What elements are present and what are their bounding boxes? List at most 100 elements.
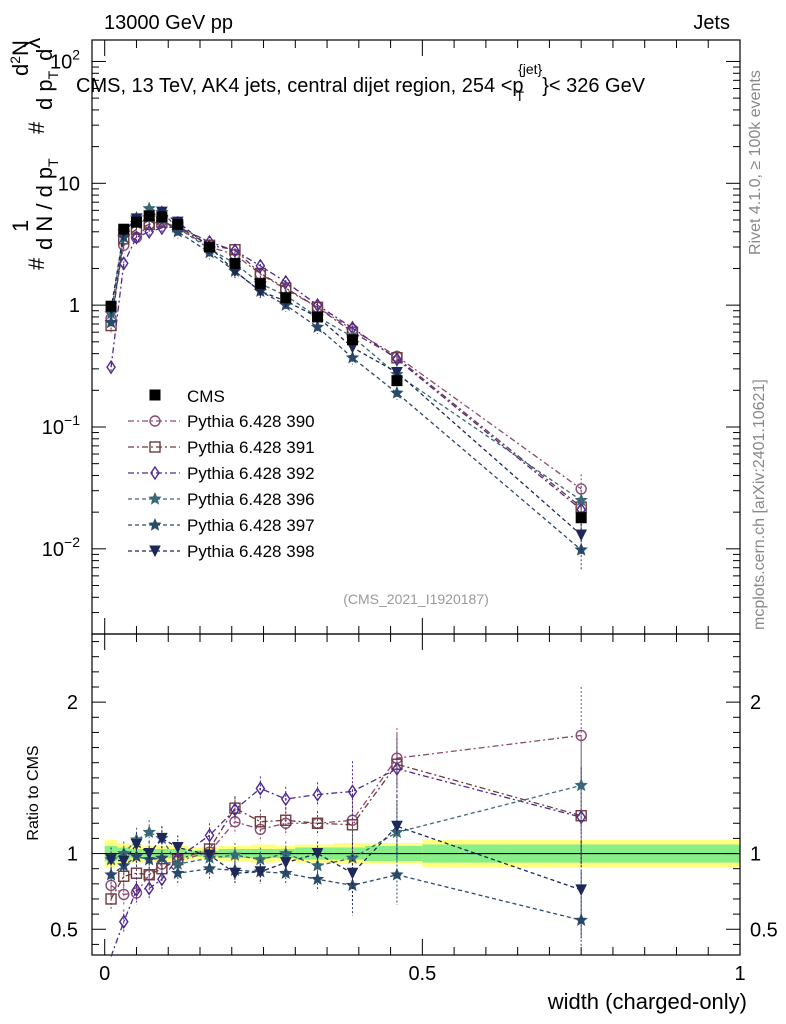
ratio-series-line-2 [110, 768, 582, 957]
cms-data-point-9 [280, 292, 292, 304]
ratio-ytick-label-left-2: 2 [67, 692, 78, 714]
main-ytick-base: 10 [42, 539, 64, 561]
main-ytick-exponent: −2 [64, 534, 80, 550]
ratio-point-2-6 [204, 828, 215, 843]
ratio-ytick-label-right-1: 1 [750, 844, 761, 866]
legend-label-4: Pythia 6.428 397 [187, 516, 315, 535]
legend-cms-marker [149, 389, 161, 401]
legend-label-5: Pythia 6.428 398 [187, 542, 315, 561]
cms-data-point-12 [391, 375, 403, 387]
main-series-layer [104, 201, 588, 571]
main-point-2-0 [106, 359, 116, 375]
mcplots-label: mcplots.cern.ch [arXiv:2401.10621] [751, 379, 768, 630]
main-point-2-1 [118, 256, 129, 271]
main-title: CMS, 13 TeV, AK4 jets, central dijet reg… [76, 61, 646, 104]
main-series-line-2 [110, 226, 582, 511]
ratio-ytick-label-right-2: 2 [750, 692, 761, 714]
ratio-point-5-3 [143, 848, 155, 860]
main-ytick-base: 10 [50, 51, 72, 73]
main-point-2-12 [392, 351, 402, 367]
ratio-point-2-4 [157, 872, 167, 887]
ratio-point-5-8 [254, 866, 267, 878]
x-tick-label-2: 1 [734, 963, 745, 985]
ratio-point-4-4 [155, 851, 169, 864]
main-ytick-label-3: 10 [58, 173, 80, 195]
main-ytick-label-4: 102 [50, 46, 80, 73]
ratio-point-4-6 [202, 861, 217, 875]
ratio-ytick-label-right-0: 0.5 [750, 919, 778, 941]
ratio-point-5-0 [105, 854, 117, 866]
ylabel-dpt: d p [32, 79, 57, 110]
cms-data-point-13 [575, 512, 587, 524]
category-label: Jets [693, 12, 730, 34]
cms-data-point-2 [130, 216, 142, 228]
legend-marker-5 [149, 545, 161, 558]
ratio-point-5-5 [171, 841, 184, 854]
ratio-point-2-13 [576, 809, 587, 825]
cms-data-point-10 [312, 311, 324, 323]
main-point-2-9 [280, 274, 291, 290]
ratio-point-2-11 [347, 784, 358, 799]
ratio-point-5-9 [279, 857, 292, 869]
ratio-axes: 0 0.5 10.5 0.51 12 2 [50, 633, 778, 985]
ratio-point-5-7 [229, 867, 241, 880]
ratio-series-layer [104, 686, 588, 957]
ratio-series-5 [105, 796, 587, 939]
main-point-3-13 [574, 493, 588, 507]
ratio-point-1-8 [254, 816, 267, 828]
cms-data-point-1 [118, 223, 130, 235]
x-axis-label: width (charged-only) [547, 989, 747, 1014]
ratio-point-1-10 [311, 817, 324, 829]
ratio-point-2-1 [118, 914, 129, 929]
ratio-point-2-2 [131, 882, 142, 898]
main-point-4-0 [104, 315, 118, 329]
ratio-y-axis-label: Ratio to CMS [25, 745, 42, 840]
main-y-axis-label: # 1 d N / d pT # d2N d pTdλ [7, 38, 61, 270]
main-ytick-label-0: 10−2 [42, 534, 80, 561]
ratio-point-2-3 [144, 881, 155, 896]
svg-text:d pTdλ: d pTdλ [20, 38, 61, 110]
ratio-point-4-2 [129, 849, 144, 863]
ylabel-d-numerator: d [8, 64, 33, 76]
ratio-point-0-1 [118, 888, 130, 901]
ylabel-n: N [8, 40, 33, 56]
svg-text:d2N: d2N [7, 40, 33, 76]
cms-data-point-6 [204, 241, 216, 253]
cms-data-point-11 [346, 334, 358, 346]
legend-marker-4 [148, 517, 162, 531]
ratio-point-4-9 [279, 866, 293, 879]
svg-text:d N / d pT: d N / d pT [32, 158, 61, 250]
x-tick-label-1: 0.5 [408, 963, 436, 985]
ratio-point-2-7 [230, 802, 240, 817]
svg-text:CMS, 13 TeV, AK4 jets, central: CMS, 13 TeV, AK4 jets, central dijet reg… [76, 61, 646, 104]
legend-label-2: Pythia 6.428 392 [187, 464, 315, 483]
title-superscript: {jet} [518, 61, 542, 77]
ratio-point-1-3 [143, 869, 155, 881]
ratio-series-line-0 [110, 734, 582, 896]
cms-data-point-4 [156, 211, 168, 223]
main-ytick-base: 1 [69, 295, 80, 317]
analysis-id-label: (CMS_2021_I1920187) [343, 591, 489, 607]
ratio-uncertainty-bands [104, 839, 740, 868]
title-prefix: CMS, 13 TeV, AK4 jets, central dijet reg… [76, 75, 524, 97]
x-tick-label-0: 0 [99, 963, 110, 985]
main-point-2-4 [157, 220, 167, 236]
ratio-point-2-8 [255, 781, 266, 796]
main-series-line-3 [110, 207, 582, 501]
ylabel-d-lambda: d [32, 49, 57, 61]
ratio-point-1-0 [105, 893, 117, 905]
main-series-line-5 [110, 211, 582, 536]
legend-label-3: Pythia 6.428 396 [187, 490, 315, 509]
main-ytick-label-1: 10−1 [42, 412, 80, 439]
title-suffix: }< 326 GeV [542, 75, 646, 97]
legend-marker-3 [148, 491, 162, 505]
main-ytick-label-2: 1 [69, 295, 80, 317]
main-point-4-11 [345, 350, 360, 364]
ratio-point-3-13 [574, 778, 588, 792]
cms-data-point-8 [254, 278, 266, 290]
main-series-0 [105, 215, 587, 510]
legend-marker-1 [149, 441, 161, 453]
ratio-point-5-12 [391, 820, 403, 833]
legend-cms-label: CMS [187, 387, 225, 406]
